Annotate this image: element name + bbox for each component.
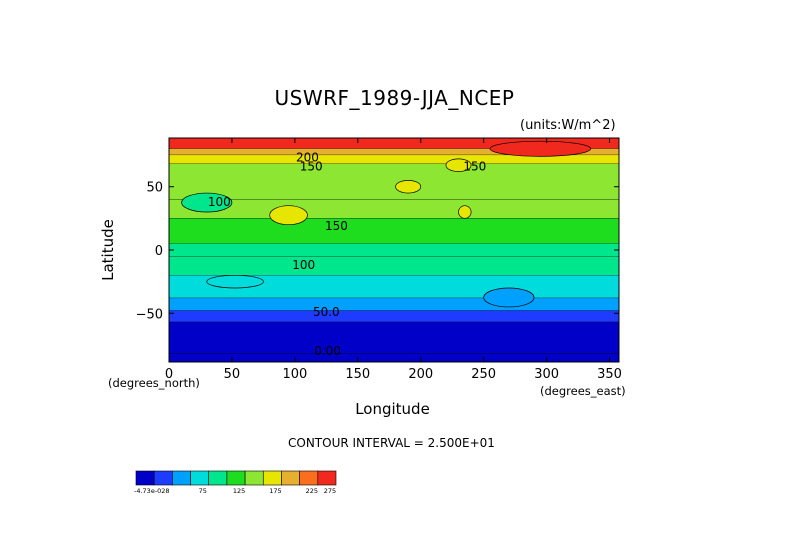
contour-label: 0.00 xyxy=(314,344,341,358)
chart-title: USWRF_1989-JJA_NCEP xyxy=(274,86,515,110)
x-tick-label: 0 xyxy=(165,367,173,382)
x-axis-label: Longitude xyxy=(0,400,789,418)
colorbar-swatch xyxy=(190,470,210,486)
colorbar-tick-label: 125 xyxy=(233,487,245,495)
x-tick-label: 200 xyxy=(408,367,433,382)
x-tick-label: 150 xyxy=(345,367,370,382)
heatmap-band xyxy=(169,138,619,149)
x-tick-label: 50 xyxy=(224,367,241,382)
colorbar-tick-label: 75 xyxy=(199,487,207,495)
contour-label: 50.0 xyxy=(313,305,340,319)
colorbar-swatch xyxy=(172,470,191,486)
heatmap-patch xyxy=(458,205,472,219)
contour-label: 100 xyxy=(292,258,315,272)
heatmap-patch xyxy=(483,287,535,308)
colorbar-swatch xyxy=(208,470,228,486)
heatmap-patch xyxy=(269,205,308,226)
contour-label: 150 xyxy=(325,219,348,233)
contour-label: 100 xyxy=(208,195,231,209)
contour-interval-label: CONTOUR INTERVAL = 2.500E+01 xyxy=(288,436,495,450)
heatmap-band xyxy=(169,298,619,311)
x-axis-label-text: Longitude xyxy=(355,400,430,418)
heatmap-patch xyxy=(206,274,264,289)
colorbar-swatch xyxy=(299,470,319,486)
heatmap-band xyxy=(169,256,619,276)
colorbar-tick-label: -4.73e-028 xyxy=(134,487,170,495)
heatmap-band xyxy=(169,322,619,354)
contour-label: 150 xyxy=(463,159,486,173)
colorbar-tick-label: 275 xyxy=(324,487,336,495)
y-tick-label: 50 xyxy=(146,181,163,196)
heatmap-patch xyxy=(445,158,472,172)
heatmap-patch xyxy=(489,140,592,157)
colorbar-swatch xyxy=(281,470,300,486)
heatmap-band xyxy=(169,243,619,257)
contour-label: 150 xyxy=(300,159,323,173)
heatmap-band xyxy=(169,163,619,200)
y-tick-label: 0 xyxy=(155,244,163,259)
colorbar-tick-label: 225 xyxy=(306,487,318,495)
units-label: (units:W/m^2) xyxy=(520,118,616,133)
heatmap-band xyxy=(169,218,619,244)
x-tick-label: 250 xyxy=(471,367,496,382)
x-tick-label: 100 xyxy=(282,367,307,382)
colorbar-swatch xyxy=(262,470,282,486)
y-tick-label: −50 xyxy=(136,307,163,322)
heatmap-band xyxy=(169,155,619,164)
x-units-label: (degrees_east) xyxy=(540,384,626,398)
x-tick-label: 300 xyxy=(534,367,559,382)
heatmap-band xyxy=(169,353,619,362)
y-units-label: (degrees_north) xyxy=(108,376,200,390)
colorbar-swatch xyxy=(317,470,337,486)
colorbar-swatch xyxy=(244,470,264,486)
colorbar-tick-label: 175 xyxy=(269,487,281,495)
colorbar-swatch xyxy=(153,470,173,486)
heatmap-band xyxy=(169,310,619,323)
x-tick-label: 350 xyxy=(597,367,622,382)
heatmap-band xyxy=(169,148,619,156)
contour-label: 200 xyxy=(296,151,319,165)
heatmap-patch xyxy=(181,192,233,213)
heatmap-band xyxy=(169,199,619,219)
heatmap-patch xyxy=(395,180,422,194)
colorbar-swatch xyxy=(226,470,246,486)
colorbar-swatch xyxy=(135,470,155,486)
